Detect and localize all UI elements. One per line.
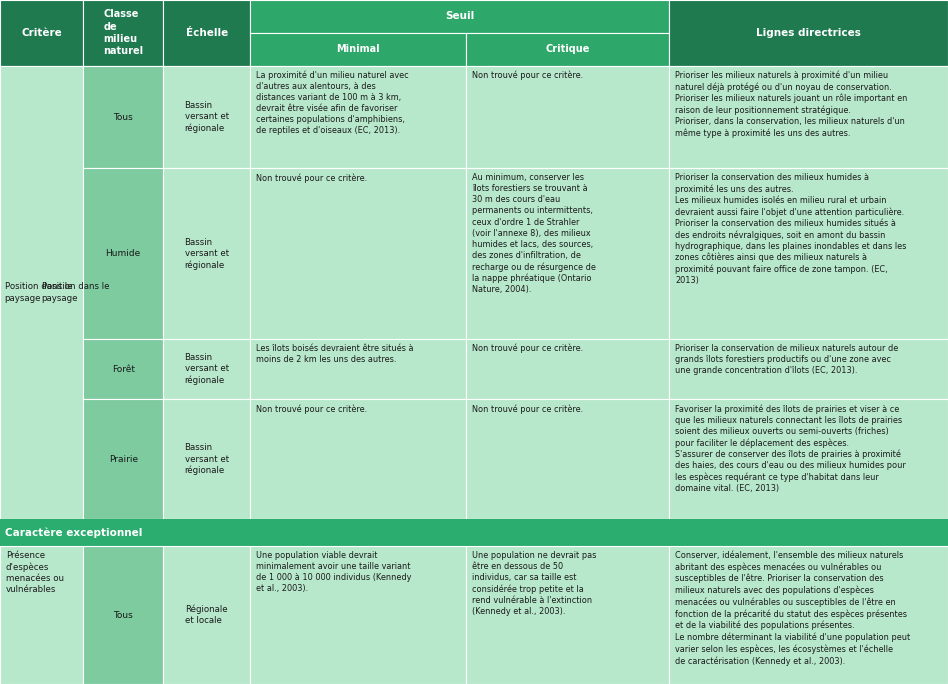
Bar (669, 66, 948, 168)
Bar (250, 33, 466, 66)
Bar (669, 339, 948, 399)
Text: Lignes directrices: Lignes directrices (757, 28, 861, 38)
Text: Prioriser la conservation de milieux naturels autour de
grands îlots forestiers : Prioriser la conservation de milieux nat… (675, 344, 898, 375)
Bar (466, 66, 669, 168)
Bar (250, 546, 466, 684)
Bar (0, 0, 83, 66)
Bar (0, 546, 83, 684)
Bar (83, 339, 163, 399)
Bar (163, 0, 250, 66)
Text: Bassin
versant et
régionale: Bassin versant et régionale (185, 354, 228, 385)
Bar (466, 168, 669, 339)
Text: Non trouvé pour ce critère.: Non trouvé pour ce critère. (472, 70, 583, 80)
Bar (83, 399, 163, 519)
Text: Non trouvé pour ce critère.: Non trouvé pour ce critère. (472, 344, 583, 354)
Text: Critique: Critique (546, 44, 590, 54)
Text: Prioriser la conservation des milieux humides à
proximité les uns des autres.
Le: Prioriser la conservation des milieux hu… (675, 173, 906, 285)
Text: Forêt: Forêt (112, 365, 135, 373)
Bar (250, 399, 466, 519)
Text: Échelle: Échelle (186, 28, 228, 38)
Bar (669, 0, 948, 66)
Bar (163, 168, 250, 339)
Bar (250, 0, 669, 33)
Text: Tous: Tous (114, 611, 133, 620)
Text: Seuil: Seuil (446, 12, 474, 21)
Text: Une population ne devrait pas
être en dessous de 50
individus, car sa taille est: Une population ne devrait pas être en de… (472, 551, 596, 616)
Bar (466, 339, 669, 399)
Text: Présence
d'espèces
menacées ou
vulnérables: Présence d'espèces menacées ou vulnérabl… (6, 551, 64, 594)
Text: Humide: Humide (105, 249, 141, 259)
Bar (250, 66, 466, 168)
Bar (163, 399, 250, 519)
Bar (163, 66, 250, 168)
Text: Bassin
versant et
régionale: Bassin versant et régionale (185, 238, 228, 269)
Text: Non trouvé pour ce critère.: Non trouvé pour ce critère. (256, 173, 367, 183)
Text: Prairie: Prairie (109, 455, 137, 464)
Text: Une population viable devrait
minimalement avoir une taille variant
de 1 000 à 1: Une population viable devrait minimaleme… (256, 551, 411, 593)
Bar (0, 519, 948, 546)
Bar (466, 33, 669, 66)
Text: Critère: Critère (22, 28, 62, 38)
Text: Au minimum, conserver les
îlots forestiers se trouvant à
30 m des cours d'eau
pe: Au minimum, conserver les îlots forestie… (472, 173, 596, 294)
Bar (83, 0, 163, 66)
Text: Minimal: Minimal (337, 44, 380, 54)
Text: Prioriser les milieux naturels à proximité d'un milieu
naturel déjà protégé ou d: Prioriser les milieux naturels à proximi… (675, 70, 907, 138)
Bar (669, 168, 948, 339)
Text: Tous: Tous (114, 112, 133, 122)
Text: Position dans le
paysage: Position dans le paysage (5, 282, 72, 302)
Text: Bassin
versant et
régionale: Bassin versant et régionale (185, 101, 228, 133)
Text: Non trouvé pour ce critère.: Non trouvé pour ce critère. (256, 404, 367, 414)
Bar (0, 66, 83, 519)
Bar (250, 168, 466, 339)
Text: Bassin
versant et
régionale: Bassin versant et régionale (185, 443, 228, 475)
Bar (669, 399, 948, 519)
Bar (163, 339, 250, 399)
Text: Favoriser la proximité des îlots de prairies et viser à ce
que les milieux natur: Favoriser la proximité des îlots de prai… (675, 404, 905, 493)
Text: Conserver, idéalement, l'ensemble des milieux naturels
abritant des espèces mena: Conserver, idéalement, l'ensemble des mi… (675, 551, 910, 666)
Bar (466, 546, 669, 684)
Bar (669, 546, 948, 684)
Bar (250, 339, 466, 399)
Text: Non trouvé pour ce critère.: Non trouvé pour ce critère. (472, 404, 583, 414)
Text: Position dans le
paysage: Position dans le paysage (42, 282, 109, 302)
Bar (163, 546, 250, 684)
Text: Classe
de
milieu
naturel: Classe de milieu naturel (103, 9, 143, 57)
Bar (83, 168, 163, 339)
Text: Caractère exceptionnel: Caractère exceptionnel (5, 527, 142, 538)
Bar (83, 66, 163, 168)
Bar (466, 399, 669, 519)
Text: Régionale
et locale: Régionale et locale (186, 605, 228, 625)
Text: La proximité d'un milieu naturel avec
d'autres aux alentours, à des
distances va: La proximité d'un milieu naturel avec d'… (256, 70, 409, 135)
Text: Les îlots boisés devraient être situés à
moins de 2 km les uns des autres.: Les îlots boisés devraient être situés à… (256, 344, 413, 364)
Bar (83, 546, 163, 684)
